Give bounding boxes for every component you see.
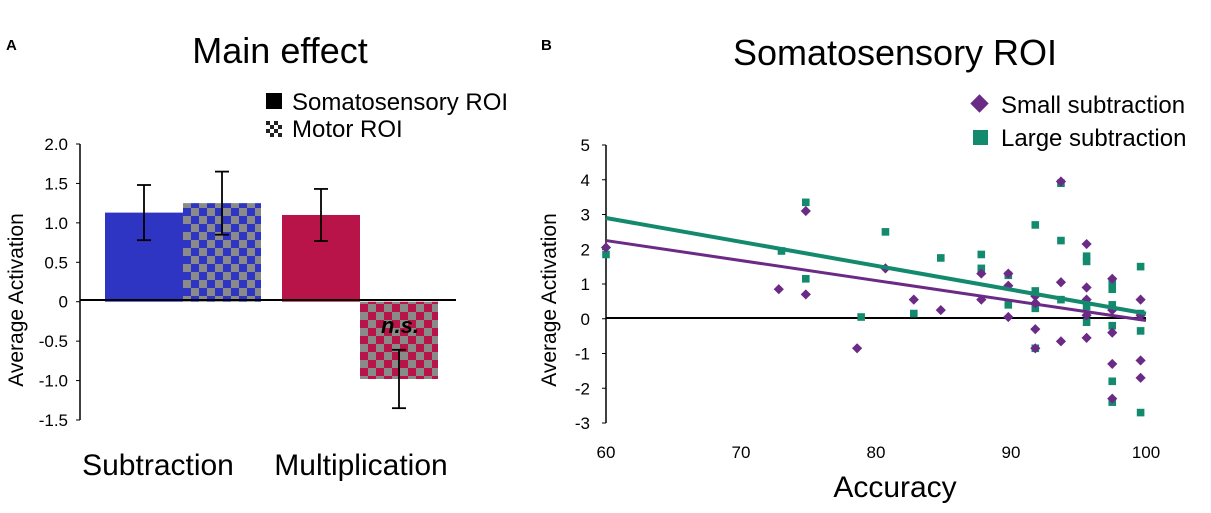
panel-label-b: B [541,37,552,54]
point-large-subtraction [1136,262,1145,271]
chart-b-points [600,176,1146,417]
point-large-subtraction [1082,257,1091,266]
legend-b-swatch-small [970,94,989,113]
point-small-subtraction [1081,282,1092,293]
chart-a-y-tick-label: -0.5 [39,332,68,351]
point-small-subtraction [773,284,784,295]
point-large-subtraction [881,228,890,236]
chart-b-y-tick-label: 1 [581,275,590,294]
point-large-subtraction [1082,318,1091,327]
point-large-subtraction [977,264,986,273]
point-small-subtraction [976,268,987,279]
point-small-subtraction [1135,294,1146,305]
point-large-subtraction [1031,221,1040,229]
category-multiplication: Multiplication [274,449,447,482]
point-large-subtraction [857,313,865,321]
chart-b-y-tick-label: -1 [575,345,590,364]
point-small-subtraction [800,289,811,300]
point-large-subtraction [1004,301,1013,309]
chart-b-y-tick-label: 4 [581,171,590,190]
chart-b-y-tick-label: 0 [581,310,590,329]
chart-a-y-tick-label: 1.0 [44,214,68,233]
point-large-subtraction [1082,252,1091,260]
chart-a-y-ticks: 2.0 1.5 1.0 0.5 0 -0.5 -1.0 -1.5 [39,135,80,430]
chart-b-x-ticks: 60 70 80 90 100 [597,443,1161,462]
legend-b-label-small: Small subtraction [1001,92,1185,119]
point-small-subtraction [1081,332,1092,343]
point-small-subtraction [852,343,863,354]
point-small-subtraction [1135,372,1146,383]
point-large-subtraction [1108,285,1117,294]
point-small-subtraction [1107,358,1118,370]
trendline-large-subtraction [605,216,1147,316]
point-large-subtraction [1136,327,1145,335]
point-large-subtraction [1031,287,1040,295]
point-large-subtraction [977,250,986,259]
point-large-subtraction [802,198,810,207]
point-small-subtraction [1030,343,1041,354]
point-large-subtraction [910,309,918,318]
chart-a-y-tick-label: 1.5 [44,174,68,193]
chart-a-y-tick-label: 0.5 [44,253,68,272]
chart-b-y-ticks: 5 4 3 2 1 0 -1 -2 -3 [575,136,606,433]
point-large-subtraction [1108,301,1117,309]
chart-b-trendlines [605,216,1147,322]
point-large-subtraction [1108,377,1117,386]
point-large-subtraction [1136,408,1145,417]
point-large-subtraction [1031,304,1040,313]
point-small-subtraction [1055,277,1067,288]
chart-a-y-tick-label: -1.5 [39,411,68,430]
chart-b-y-axis-title: Average Activation [538,213,561,387]
point-small-subtraction [1003,268,1014,279]
chart-b-y-tick-label: 2 [581,240,590,259]
legend-a-swatch-motor [266,121,282,137]
legend-a-label-somatosensory: Somatosensory ROI [292,89,508,116]
legend-a-swatch-somatosensory [266,93,282,109]
chart-b-y-tick-label: 5 [581,136,590,155]
chart-a-y-tick-label: -1.0 [39,372,68,391]
point-small-subtraction [1107,393,1118,404]
panel-label-a: A [6,37,17,54]
legend-b-swatch-large [973,130,988,145]
point-small-subtraction [908,294,919,305]
legend-b-label-large: Large subtraction [1001,125,1186,152]
point-large-subtraction [937,254,945,262]
point-small-subtraction [1135,355,1146,366]
category-subtraction: Subtraction [82,449,234,482]
chart-b-x-tick-label: 90 [1002,443,1021,462]
point-large-subtraction [602,250,610,259]
point-large-subtraction [1108,321,1117,330]
point-small-subtraction [1003,311,1014,323]
point-large-subtraction [802,274,810,283]
point-small-subtraction [800,205,811,217]
chart-b-x-axis-title: Accuracy [833,471,956,504]
chart-a-error-bars [137,170,406,410]
chart-b-x-tick-label: 80 [867,443,886,462]
point-small-subtraction [1030,324,1041,335]
chart-b-y-tick-label: -2 [575,379,590,398]
chart-a-y-axis-title: Average Activation [5,213,28,387]
point-small-subtraction [1081,238,1092,250]
legend-a-label-motor: Motor ROI [292,116,403,143]
chart-b-x-tick-label: 70 [732,443,751,462]
chart-a-y-tick-label: 0 [59,293,68,312]
chart-a-y-tick-label: 2.0 [44,135,68,154]
chart-b-x-tick-label: 60 [597,443,616,462]
point-large-subtraction [1057,236,1065,245]
trendline-small-subtraction [605,239,1147,322]
chart-b-y-tick-label: 3 [581,206,590,225]
point-large-subtraction [1082,302,1091,311]
chart-b-y-tick-label: -3 [575,414,590,433]
chart-b-x-tick-label: 100 [1132,443,1160,462]
point-small-subtraction [1055,336,1067,347]
chart-a-title: Main effect [192,30,367,71]
annotation-ns: n.s. [381,313,419,338]
point-small-subtraction [935,304,946,316]
chart-b-title: Somatosensory ROI [733,32,1057,73]
